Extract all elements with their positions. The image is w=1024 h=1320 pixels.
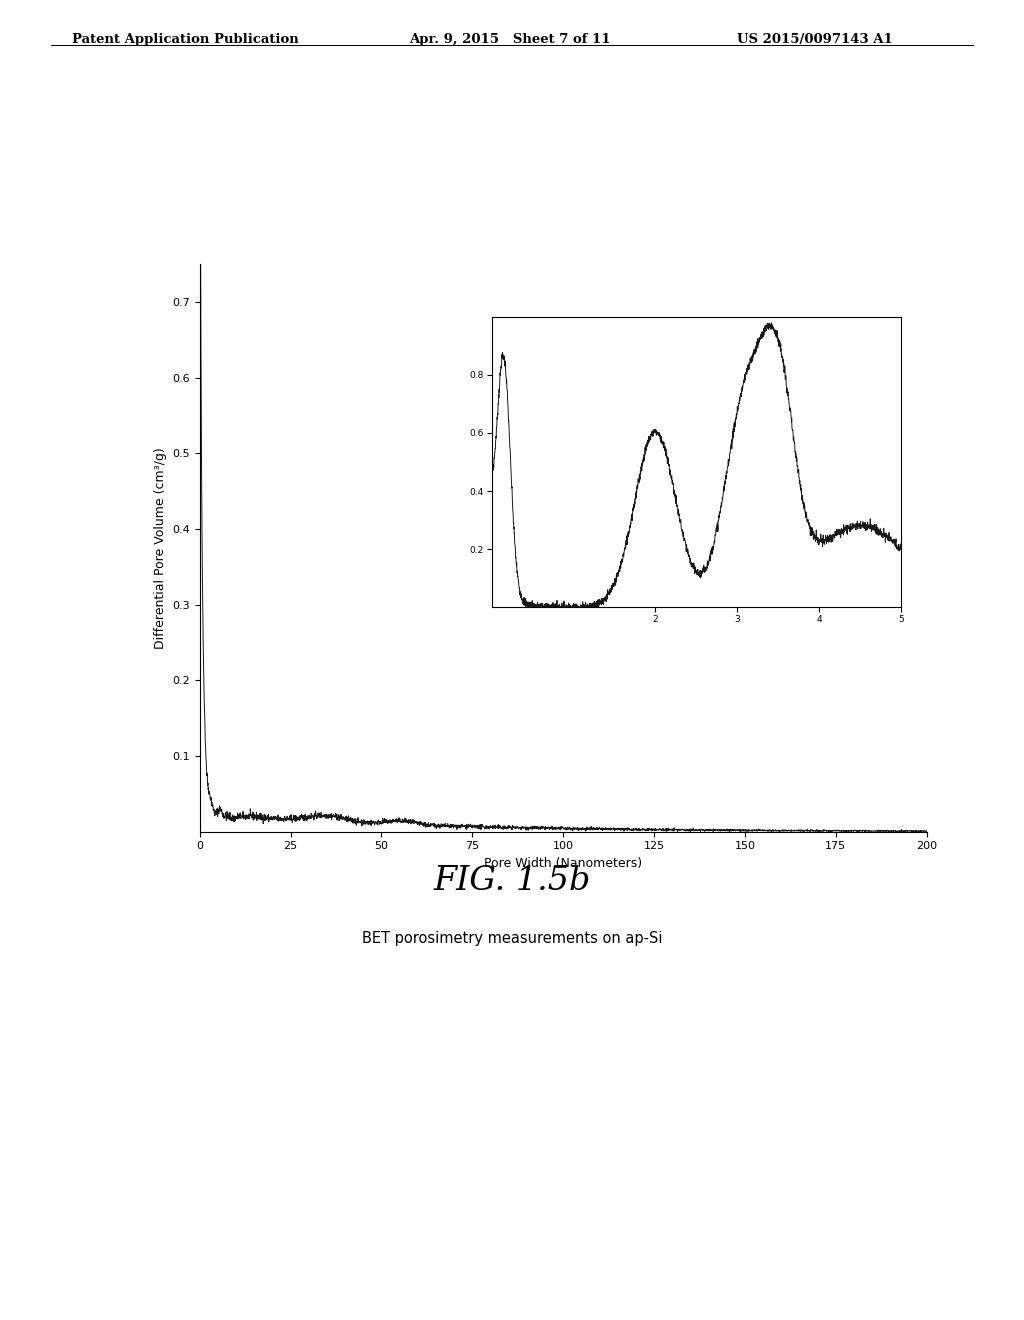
X-axis label: Pore Width (Nanometers): Pore Width (Nanometers) <box>484 857 642 870</box>
Text: US 2015/0097143 A1: US 2015/0097143 A1 <box>737 33 893 46</box>
Y-axis label: Differential Pore Volume (cm³/g): Differential Pore Volume (cm³/g) <box>154 447 167 648</box>
Text: BET porosimetry measurements on ap-Si: BET porosimetry measurements on ap-Si <box>361 931 663 945</box>
Text: Patent Application Publication: Patent Application Publication <box>72 33 298 46</box>
Text: Apr. 9, 2015   Sheet 7 of 11: Apr. 9, 2015 Sheet 7 of 11 <box>410 33 611 46</box>
Text: FIG. 1.5b: FIG. 1.5b <box>433 865 591 896</box>
